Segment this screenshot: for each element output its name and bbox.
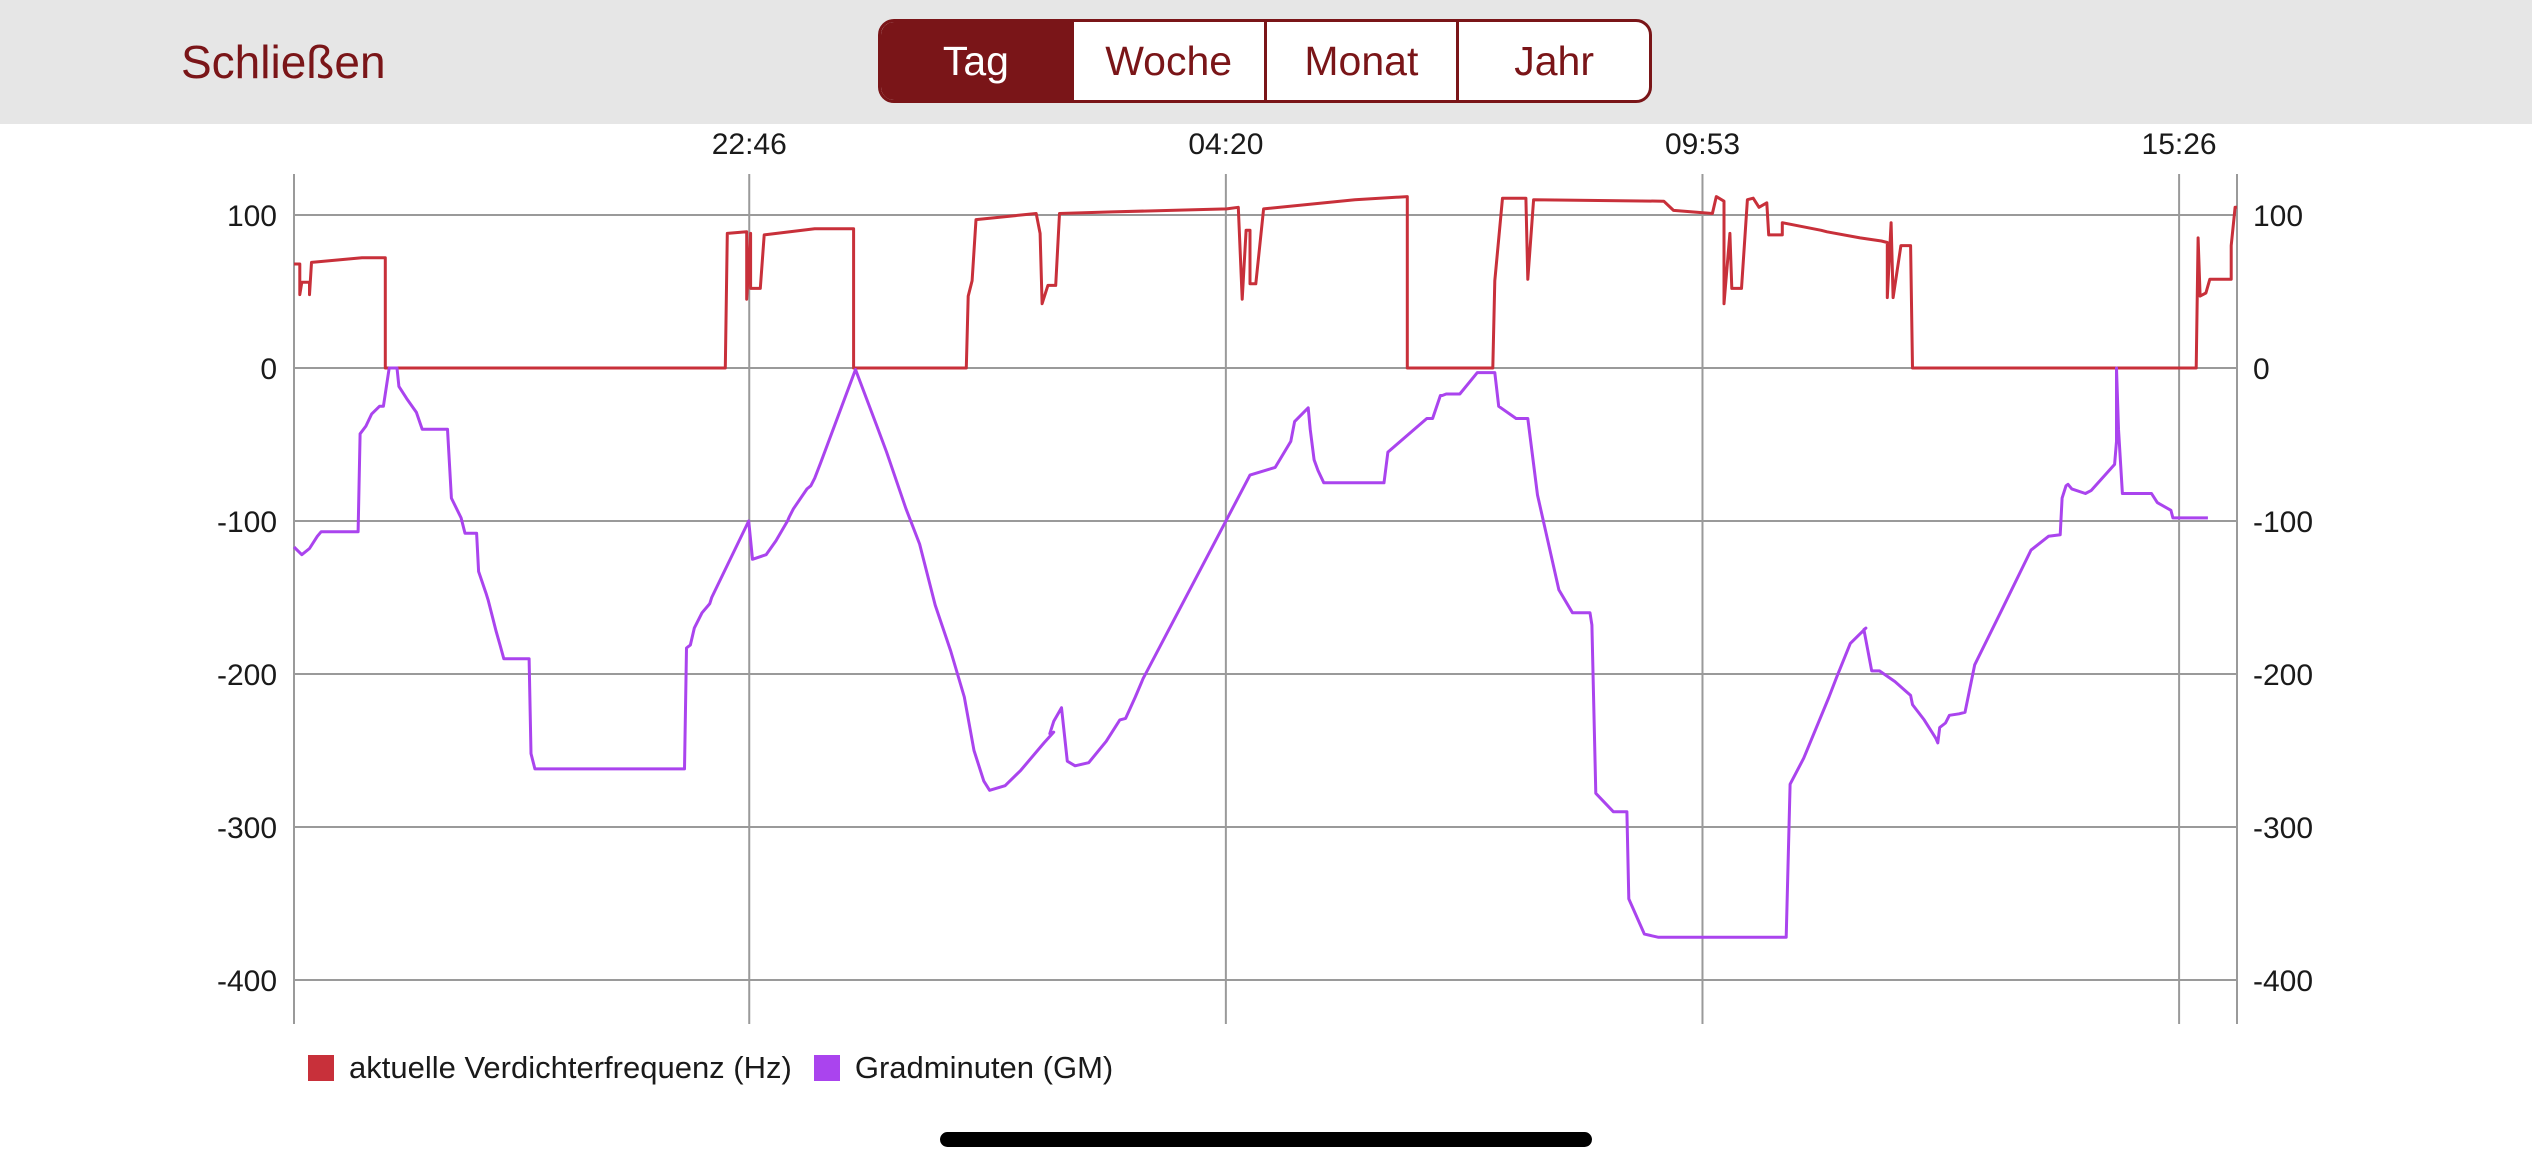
tab-tag[interactable]: Tag <box>881 22 1071 100</box>
home-indicator <box>940 1132 1592 1147</box>
y-tick-label-left: -400 <box>217 965 277 998</box>
line-chart: 22:46 04:20 09:53 15:26 100 0 -100 -200 -300 -40… <box>217 128 2313 1024</box>
tab-jahr[interactable]: Jahr <box>1456 22 1649 100</box>
y-tick-label-left: -100 <box>217 506 277 539</box>
legend-label-gradminuten: Gradminuten (GM) <box>854 1050 1114 1085</box>
y-tick-label-right: -200 <box>2253 659 2313 692</box>
y-tick-label-right: -100 <box>2253 506 2313 539</box>
x-tick-label: 15:26 <box>2142 128 2217 161</box>
tab-woche[interactable]: Woche <box>1070 22 1264 100</box>
y-tick-label-left: 100 <box>227 200 277 233</box>
tab-monat[interactable]: Monat <box>1263 22 1457 100</box>
legend-swatch-gradminuten <box>813 1055 840 1081</box>
x-tick-label: 04:20 <box>1188 128 1263 161</box>
chart-grid <box>293 174 2238 1024</box>
series-layer <box>292 195 2237 939</box>
y-tick-label-right: -300 <box>2253 812 2313 845</box>
series-line-verdichterfrequenz <box>294 195 2237 370</box>
legend-item-frequency: aktuelle Verdichterfrequenz (Hz) <box>308 1050 792 1086</box>
y-tick-label-left: -200 <box>217 659 277 692</box>
period-segmented-control: Tag Woche Monat Jahr <box>878 19 1652 103</box>
y-tick-label-left: 0 <box>260 353 277 386</box>
y-tick-label-right: 100 <box>2253 200 2303 233</box>
close-button[interactable]: Schließen <box>181 36 386 88</box>
y-axis-right-ticks: 100 0 -100 -200 -300 -400 <box>2253 200 2313 998</box>
legend-item-gradminuten: Gradminuten (GM) <box>813 1050 1114 1086</box>
y-tick-label-left: -300 <box>217 812 277 845</box>
y-tick-label-right: 0 <box>2253 353 2270 386</box>
legend-label-frequency: aktuelle Verdichterfrequenz (Hz) <box>349 1050 792 1085</box>
legend-swatch-frequency <box>308 1055 334 1081</box>
top-bar: Schließen Tag Woche Monat Jahr <box>0 0 2532 124</box>
x-axis-ticks: 22:46 04:20 09:53 15:26 <box>712 128 2217 161</box>
legend: aktuelle Verdichterfrequenz (Hz) Gradmin… <box>308 1046 1135 1090</box>
y-axis-left-ticks: 100 0 -100 -200 -300 -400 <box>217 200 277 998</box>
series-line-gradminuten <box>292 366 2208 939</box>
y-tick-label-right: -400 <box>2253 965 2313 998</box>
x-tick-label: 09:53 <box>1665 128 1740 161</box>
x-tick-label: 22:46 <box>712 128 787 161</box>
